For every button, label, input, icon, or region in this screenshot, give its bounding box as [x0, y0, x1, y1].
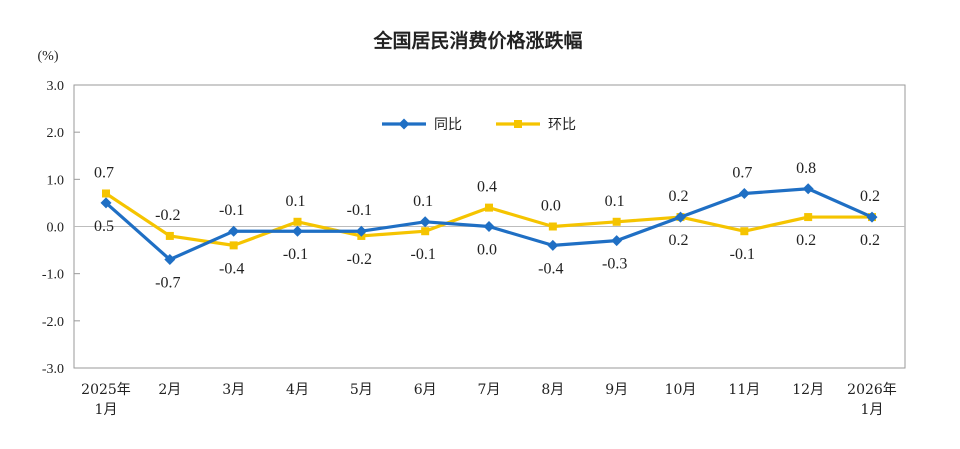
yoy-data-label: 0.7: [732, 164, 752, 181]
mom-data-label: 0.2: [669, 232, 689, 249]
x-tick-label: 6月: [414, 382, 437, 398]
x-tick-label: 12月: [792, 382, 824, 398]
yoy-point: [802, 183, 814, 195]
mom-data-label: 0.2: [796, 232, 816, 249]
yoy-data-label: -0.7: [155, 275, 180, 292]
yoy-point: [292, 225, 303, 237]
y-axis-unit: (%): [38, 49, 59, 64]
x-tick-label: 2月: [158, 382, 181, 398]
x-tick-label: 7月: [478, 382, 501, 398]
y-tick-label: 1.0: [47, 173, 65, 188]
y-tick-label: 3.0: [47, 79, 65, 94]
legend-marker: [514, 120, 522, 128]
y-tick-label: -3.0: [42, 362, 64, 377]
x-tick-label: 10月: [665, 382, 697, 398]
mom-point: [421, 227, 430, 236]
legend: 同比 环比: [382, 117, 576, 133]
x-axis-ticks: 2025年 1月 2月 3月 4月 5月 6月 7月 8月 9月 10月 11月 12月 2026年 1月: [81, 382, 897, 418]
x-tick-label: 5月: [350, 382, 373, 398]
x-tick-label: 4月: [286, 382, 309, 398]
x-tick-label: 2026年 1月: [847, 382, 897, 418]
mom-data-label: 0.2: [860, 232, 880, 249]
yoy-point: [738, 187, 750, 199]
legend-item-yoy: 同比: [382, 117, 462, 133]
yoy-point: [866, 211, 878, 223]
y-tick-label: 2.0: [47, 126, 65, 141]
mom-point: [165, 231, 174, 240]
yoy-data-label: -0.1: [347, 202, 372, 219]
mom-data-label: -0.4: [219, 260, 244, 277]
mom-data-label: 0.0: [541, 198, 561, 215]
mom-point: [804, 213, 813, 222]
legend-item-mom: 环比: [496, 117, 576, 133]
yoy-point: [100, 197, 112, 209]
mom-point: [229, 241, 238, 250]
yoy-data-label: -0.1: [219, 202, 244, 219]
legend-label: 同比: [434, 117, 462, 133]
x-tick-label: 8月: [541, 382, 564, 398]
yoy-point: [419, 216, 431, 228]
mom-data-label: -0.1: [411, 246, 436, 263]
data-labels: 0.5 0.7 -0.7 -0.2 -0.1 -0.4 -0.1 0.1 -0.1 -0.2 0.1…: [94, 160, 880, 292]
yoy-point: [355, 225, 367, 237]
mom-point: [293, 217, 302, 226]
mom-point: [740, 227, 749, 236]
mom-point: [612, 217, 621, 226]
yoy-data-label: 0.0: [477, 242, 497, 259]
chart-title: 全国居民消费价格涨跌幅: [372, 29, 582, 52]
y-axis-ticks: 3.0 2.0 1.0 0.0 -1.0 -2.0 -3.0: [42, 79, 80, 377]
yoy-point: [164, 254, 176, 266]
mom-point: [102, 189, 110, 198]
legend-label: 环比: [548, 117, 576, 133]
x-tick-label: 2025年 1月: [81, 382, 131, 418]
yoy-data-label: 0.8: [796, 160, 816, 177]
mom-point: [548, 222, 557, 231]
legend-marker: [398, 118, 410, 130]
yoy-point: [547, 239, 559, 251]
yoy-data-label: -0.1: [283, 246, 308, 263]
mom-point: [485, 203, 493, 212]
yoy-data-label: 0.5: [94, 218, 114, 235]
mom-data-label: 0.1: [286, 193, 306, 210]
x-tick-label: 9月: [605, 382, 628, 398]
mom-data-label: -0.2: [155, 207, 180, 224]
mom-data-label: -0.1: [730, 246, 755, 263]
yoy-data-label: -0.3: [602, 256, 627, 273]
yoy-point: [611, 235, 623, 247]
mom-data-label: 0.7: [94, 164, 114, 181]
yoy-data-label: 0.2: [860, 188, 880, 205]
mom-data-label: 0.1: [605, 193, 625, 210]
y-tick-label: -2.0: [42, 315, 64, 330]
yoy-point: [675, 211, 686, 223]
series-group: [100, 183, 878, 266]
x-tick-label: 3月: [222, 382, 245, 398]
mom-data-label: -0.2: [347, 251, 372, 268]
yoy-point: [228, 225, 240, 237]
yoy-data-label: 0.1: [413, 193, 433, 210]
x-tick-label: 11月: [728, 382, 760, 398]
yoy-data-label: -0.4: [538, 260, 563, 277]
y-tick-label: 0.0: [47, 221, 65, 236]
yoy-point: [483, 221, 495, 232]
mom-data-label: 0.4: [477, 179, 497, 196]
y-tick-label: -1.0: [42, 268, 64, 283]
yoy-data-label: 0.2: [669, 188, 689, 205]
